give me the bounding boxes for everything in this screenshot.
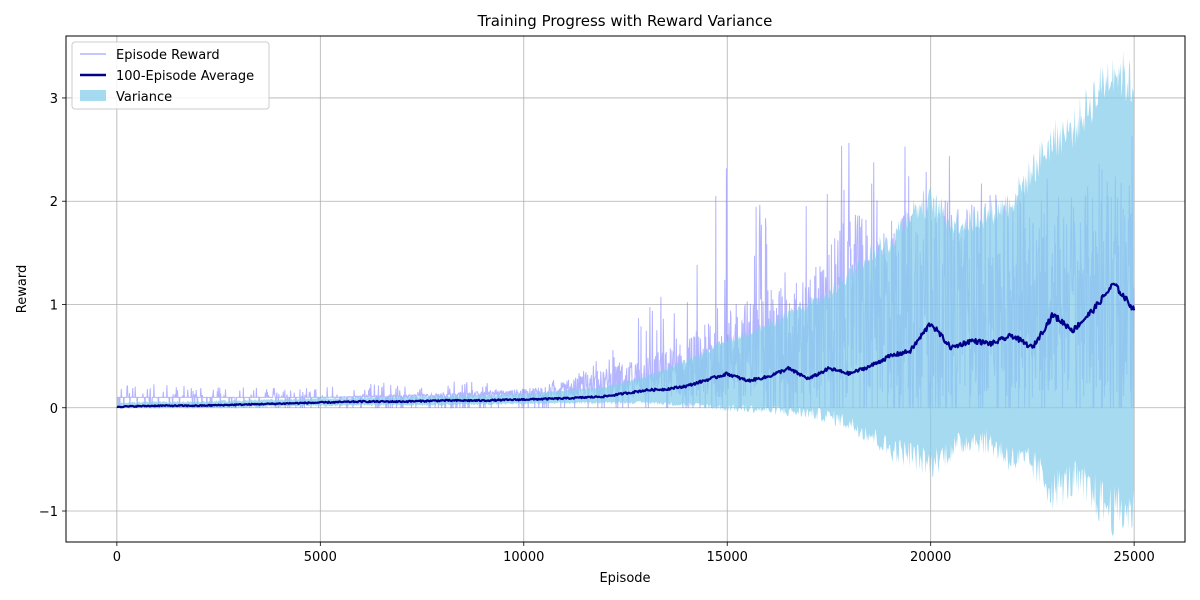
x-tick-label: 0 — [113, 550, 121, 565]
legend-swatch-variance — [80, 90, 106, 101]
chart-title: Training Progress with Reward Variance — [477, 12, 773, 30]
grid — [66, 36, 1185, 542]
legend: Episode Reward 100-Episode Average Varia… — [71, 41, 270, 110]
x-axis: 0 5000 10000 15000 20000 25000 — [113, 542, 1155, 565]
y-tick-label: −1 — [39, 505, 58, 520]
y-tick-label: 3 — [50, 92, 58, 107]
x-axis-label: Episode — [599, 571, 650, 586]
legend-label-average: 100-Episode Average — [116, 69, 254, 84]
x-tick-label: 20000 — [910, 550, 951, 565]
plot-frame — [65, 35, 1186, 543]
legend-label-variance: Variance — [116, 90, 172, 105]
x-tick-label: 10000 — [503, 550, 544, 565]
x-tick-label: 25000 — [1113, 550, 1154, 565]
x-tick-label: 15000 — [707, 550, 748, 565]
series-average — [116, 282, 1136, 409]
y-tick-label: 2 — [50, 195, 58, 210]
x-tick-label: 5000 — [304, 550, 337, 565]
series-variance-band — [116, 51, 1135, 536]
legend-box — [71, 41, 270, 110]
plot-area — [116, 51, 1136, 536]
y-tick-label: 1 — [50, 298, 58, 313]
legend-label-episode-reward: Episode Reward — [116, 48, 220, 63]
y-tick-label: 0 — [50, 402, 58, 417]
y-axis-label: Reward — [15, 265, 30, 313]
y-axis: −1 0 1 2 3 — [39, 92, 66, 520]
